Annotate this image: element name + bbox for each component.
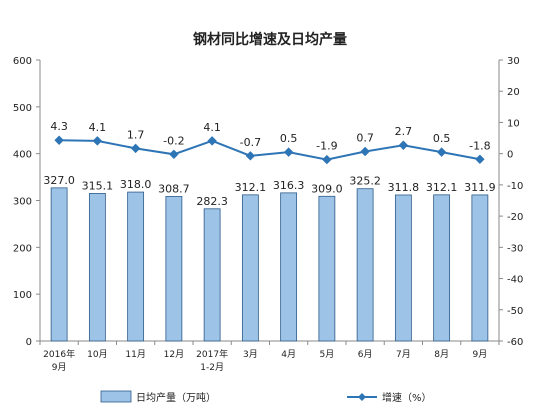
growth-point <box>245 151 256 161</box>
chart-title: 钢材同比增速及日均产量 <box>193 31 347 48</box>
x-tick-label: 3月 <box>243 349 258 360</box>
left-tick-label: 500 <box>13 103 32 114</box>
growth-point <box>130 143 141 154</box>
x-tick-label: 8月 <box>434 349 449 360</box>
bar <box>127 191 145 342</box>
growth-data-label: 4.3 <box>50 120 68 133</box>
legend-line-label: 增速（%） <box>382 391 432 404</box>
growth-data-label: 2.7 <box>395 125 413 138</box>
growth-data-label: -1.9 <box>316 140 337 153</box>
right-tick-label: 10 <box>507 118 520 129</box>
right-tick-label: -20 <box>507 212 523 223</box>
bar-data-label: 325.2 <box>349 175 381 188</box>
bar <box>280 192 298 342</box>
bar-data-label: 316.3 <box>273 179 305 192</box>
legend-bar-label: 日均产量（万吨） <box>136 391 216 404</box>
growth-line <box>59 139 481 161</box>
right-tick-label: -30 <box>507 243 523 254</box>
growth-point <box>283 147 294 157</box>
bar-data-label: 312.1 <box>235 181 267 194</box>
x-tick-label: 4月 <box>281 349 296 360</box>
bar <box>394 194 412 342</box>
x-tick-label: 2017年 <box>196 348 228 360</box>
growth-data-label: -1.8 <box>469 139 490 152</box>
growth-data-label: -0.2 <box>163 134 184 147</box>
right-tick-label: -50 <box>507 306 523 317</box>
x-tick-label: 9月 <box>473 349 488 360</box>
bar-data-label: 327.0 <box>43 174 75 187</box>
bar-data-label: 311.9 <box>464 181 496 194</box>
legend-line-marker <box>358 393 366 401</box>
left-tick-label: 200 <box>13 243 32 254</box>
x-tick-label: 11月 <box>125 349 145 360</box>
growth-data-label: 4.1 <box>203 121 221 134</box>
bar <box>50 187 68 342</box>
growth-data-label: -0.7 <box>240 136 261 149</box>
bar <box>241 194 259 342</box>
right-tick-label: 20 <box>507 87 520 98</box>
bar <box>356 188 374 342</box>
growth-data-label: 0.5 <box>280 132 298 145</box>
bar-data-label: 308.7 <box>158 182 190 195</box>
right-tick-label: 30 <box>507 56 520 67</box>
bar-data-label: 312.1 <box>426 181 458 194</box>
left-tick-label: 100 <box>13 290 32 301</box>
bar <box>165 196 183 342</box>
left-tick-label: 400 <box>13 150 32 161</box>
legend-bar-swatch <box>100 390 132 403</box>
x-tick-label: 10月 <box>87 349 107 360</box>
growth-point <box>169 149 179 159</box>
bar-data-label: 318.0 <box>120 178 152 191</box>
x-tick-label: 12月 <box>164 349 184 360</box>
right-tick-label: -60 <box>507 337 523 348</box>
x-tick-label: 6月 <box>358 349 373 360</box>
right-tick-label: -40 <box>507 275 523 286</box>
growth-point <box>54 135 64 145</box>
growth-data-label: 1.7 <box>127 128 145 141</box>
growth-point <box>207 136 217 146</box>
growth-point <box>322 154 332 165</box>
right-tick-label: -10 <box>507 181 523 192</box>
growth-point <box>475 154 485 164</box>
bar <box>471 194 489 342</box>
growth-data-label: 4.1 <box>89 121 107 134</box>
bar-data-label: 315.1 <box>82 179 114 192</box>
growth-point <box>360 146 370 157</box>
growth-data-label: 0.7 <box>356 131 374 144</box>
growth-point <box>92 136 103 146</box>
x-tick-label: 1-2月 <box>200 362 224 373</box>
bar <box>88 193 106 342</box>
bar-data-label: 311.8 <box>388 181 420 194</box>
x-tick-label: 9月 <box>52 362 67 373</box>
growth-point <box>436 147 447 157</box>
bar-data-label: 309.0 <box>311 182 343 195</box>
right-tick-label: 0 <box>507 150 513 161</box>
bar <box>318 195 336 342</box>
x-tick-label: 5月 <box>320 349 335 360</box>
left-tick-label: 600 <box>13 56 32 67</box>
bar <box>203 208 221 342</box>
growth-data-label: 0.5 <box>433 132 451 145</box>
left-tick-label: 300 <box>13 197 32 208</box>
bar <box>433 194 451 342</box>
left-tick-label: 0 <box>26 337 32 348</box>
bar-data-label: 282.3 <box>196 195 228 208</box>
x-tick-label: 7月 <box>396 349 411 360</box>
growth-point <box>398 140 409 150</box>
x-tick-label: 2016年 <box>43 348 75 360</box>
